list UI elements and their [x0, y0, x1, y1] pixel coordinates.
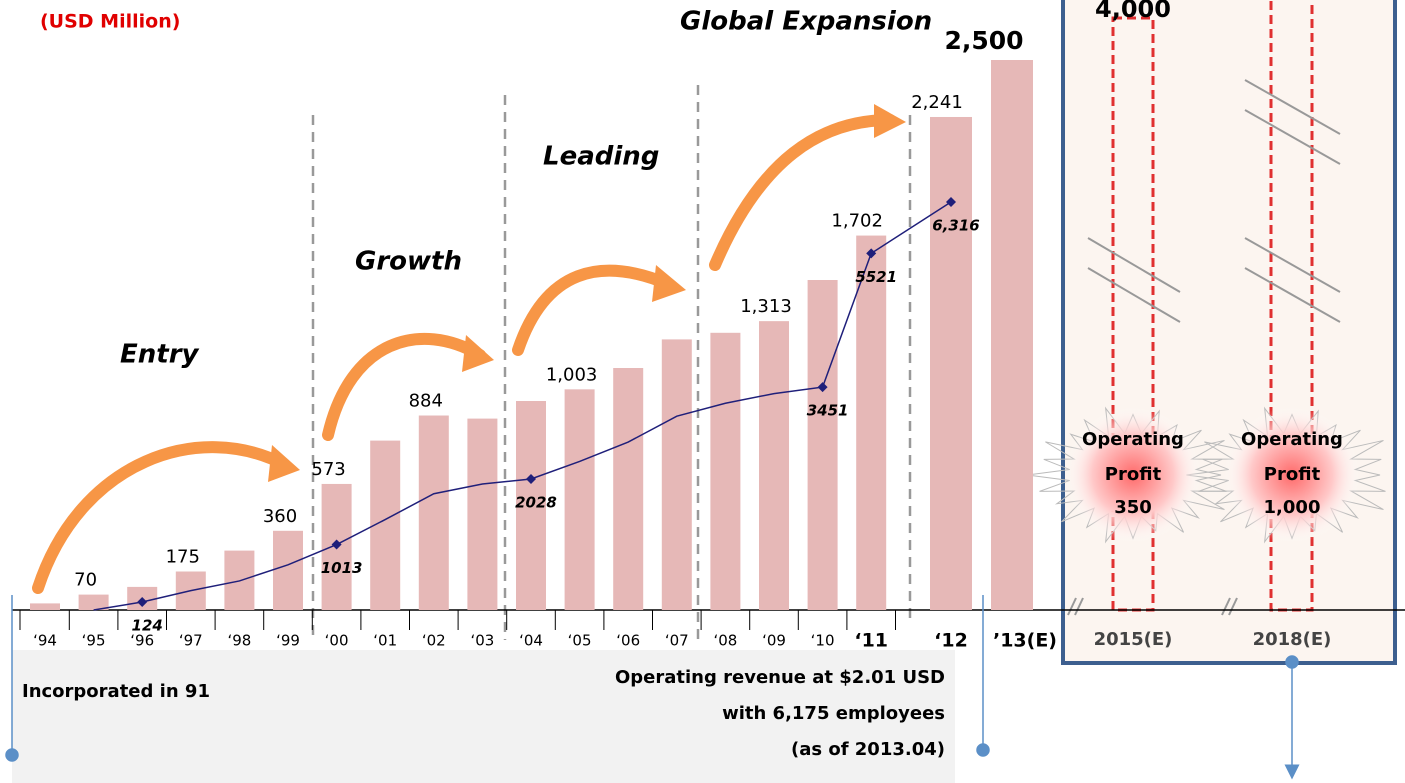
bar: [991, 60, 1033, 610]
line-label: 1013: [321, 559, 363, 577]
phase-label: Entry: [120, 340, 200, 370]
bar: [759, 321, 789, 610]
bar: [273, 530, 303, 610]
x-tick-label: ‘02: [422, 632, 446, 650]
phase-arrows: [32, 114, 896, 594]
x-tick-label: ‘06: [616, 632, 640, 650]
bar: [613, 368, 644, 610]
phase-dividers: [311, 85, 912, 640]
x-tick-label: ‘98: [227, 632, 251, 650]
note: Operating revenue at $2.01 USD: [615, 667, 945, 688]
line-label: 124: [132, 616, 163, 634]
x-tick-label: ‘10: [811, 632, 835, 650]
x-tick-label: ‘94: [33, 632, 57, 650]
profit-title: Operating: [1241, 429, 1343, 450]
projection-box: [1061, 0, 1397, 665]
bar: [807, 280, 838, 610]
profit-burst: [1065, 407, 1201, 543]
phase-label: Growth: [355, 247, 462, 277]
line-marker: [526, 473, 536, 484]
bar: [30, 603, 60, 610]
note: (as of 2013.04): [791, 739, 945, 760]
x-tick-label: ‘95: [82, 632, 106, 650]
bar-label: 70: [74, 570, 97, 591]
x-tick-label: ‘12: [934, 630, 968, 652]
line-marker: [137, 596, 148, 607]
x-tick-label: ‘00: [325, 632, 349, 650]
profit-value: 350: [1114, 497, 1152, 518]
x-tick-label: 2018(E): [1253, 629, 1332, 650]
line-marker: [866, 248, 877, 259]
bar-label: 2,241: [911, 92, 963, 113]
bar-label: 1,313: [740, 296, 792, 317]
x-tick-label: ‘07: [665, 632, 689, 650]
profit-value: 1,000: [1264, 497, 1321, 518]
bar: [856, 235, 887, 610]
x-tick-label: ‘05: [568, 632, 592, 650]
note: with 6,175 employees: [722, 703, 945, 724]
x-tick-label: ‘09: [762, 632, 786, 650]
phase-label: Global Expansion: [680, 7, 932, 37]
bar: [516, 401, 546, 610]
note: Incorporated in 91: [22, 681, 210, 702]
bar-label: 175: [166, 547, 200, 568]
profit-title: Profit: [1105, 464, 1162, 485]
line-marker: [331, 539, 342, 550]
projection-label: 4,000: [1095, 0, 1171, 23]
profit-title: Profit: [1264, 464, 1321, 485]
bar: [564, 389, 595, 610]
note-box: [12, 650, 955, 783]
x-tick-label: 2015(E): [1094, 629, 1173, 650]
profit-burst: [1224, 407, 1360, 543]
x-tick-label: ‘97: [179, 632, 203, 650]
x-tick-label: ’13(E): [993, 630, 1057, 652]
x-tick-label: ‘04: [519, 632, 543, 650]
line-label: 3451: [807, 402, 849, 420]
x-tick-label: ‘11: [854, 630, 888, 652]
x-tick-label: ‘03: [470, 632, 494, 650]
arrow-heads: [268, 104, 906, 482]
profit-title: Operating: [1082, 429, 1184, 450]
bar: [710, 332, 741, 610]
line-label: 6,316: [932, 217, 979, 235]
bar-label: 1,003: [546, 364, 598, 385]
axis-breaks: [1067, 79, 1341, 616]
line-label: 2028: [515, 493, 557, 511]
line-marker: [946, 197, 956, 207]
unit-label: (USD Million): [40, 11, 180, 33]
x-tick-label: ‘96: [130, 632, 154, 650]
bar: [930, 116, 972, 610]
bar-label: 360: [263, 506, 297, 527]
bar-label: 1,702: [831, 211, 883, 232]
line-marker: [817, 382, 828, 393]
bar-label: 884: [409, 391, 443, 412]
bar-label: 573: [311, 459, 345, 480]
line-label: 5521: [855, 268, 897, 286]
bar: [661, 339, 692, 610]
bar-label: 2,500: [944, 26, 1023, 55]
line-series: [93, 201, 952, 611]
bar: [418, 415, 449, 610]
x-tick-label: ‘99: [276, 632, 300, 650]
x-tick-label: ‘08: [713, 632, 737, 650]
phase-label: Leading: [543, 142, 659, 172]
connectors: [5, 595, 1300, 780]
x-tick-label: ‘01: [373, 632, 397, 650]
bar: [467, 418, 498, 610]
bar: [78, 594, 109, 610]
